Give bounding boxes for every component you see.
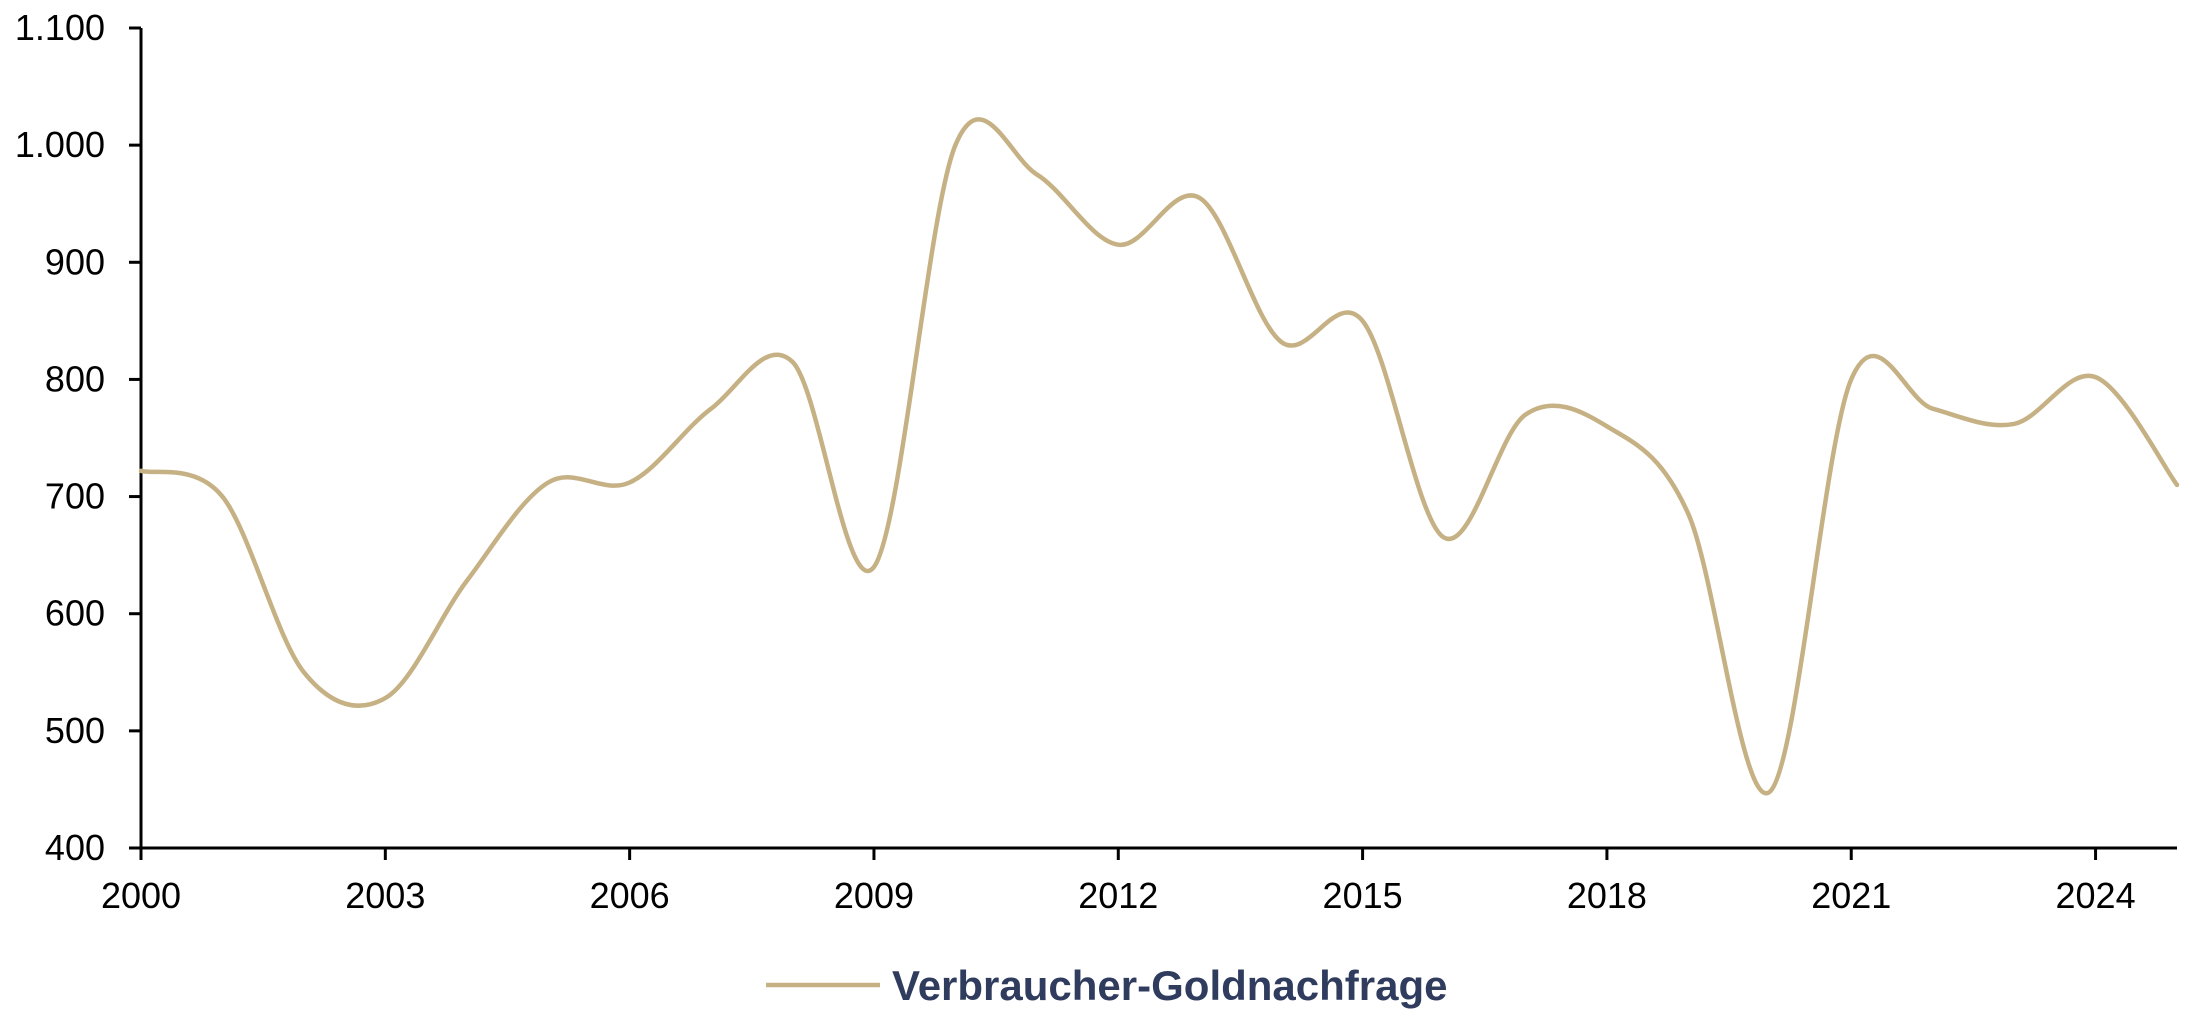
x-tick-label: 2006	[590, 875, 670, 916]
series-line	[138, 117, 2180, 796]
x-tick-label: 2009	[834, 875, 914, 916]
x-tick-label: 2003	[345, 875, 425, 916]
y-tick-label: 600	[45, 593, 105, 634]
x-tick-label: 2000	[101, 875, 181, 916]
x-tick-label: 2015	[1323, 875, 1403, 916]
y-tick-label: 800	[45, 358, 105, 399]
legend-label: Verbraucher-Goldnachfrage	[892, 962, 1448, 1009]
x-tick-label: 2018	[1567, 875, 1647, 916]
y-axis: 400 500 600 700 800 900 1.000 1.100	[15, 7, 143, 868]
y-tick-label: 500	[45, 710, 105, 751]
legend: Verbraucher-Goldnachfrage	[766, 962, 1448, 1009]
y-tick-label: 700	[45, 476, 105, 517]
y-tick-label: 1.000	[15, 124, 105, 165]
x-tick-label: 2021	[1811, 875, 1891, 916]
series-layer	[138, 117, 2180, 796]
y-tick-label: 400	[45, 827, 105, 868]
x-tick-label: 2012	[1078, 875, 1158, 916]
x-axis: 2000 2003 2006 2009 2012 2015 2018 2021 2024	[101, 846, 2177, 916]
y-tick-label: 900	[45, 241, 105, 282]
x-tick-label: 2024	[2056, 875, 2136, 916]
y-tick-label: 1.100	[15, 7, 105, 48]
